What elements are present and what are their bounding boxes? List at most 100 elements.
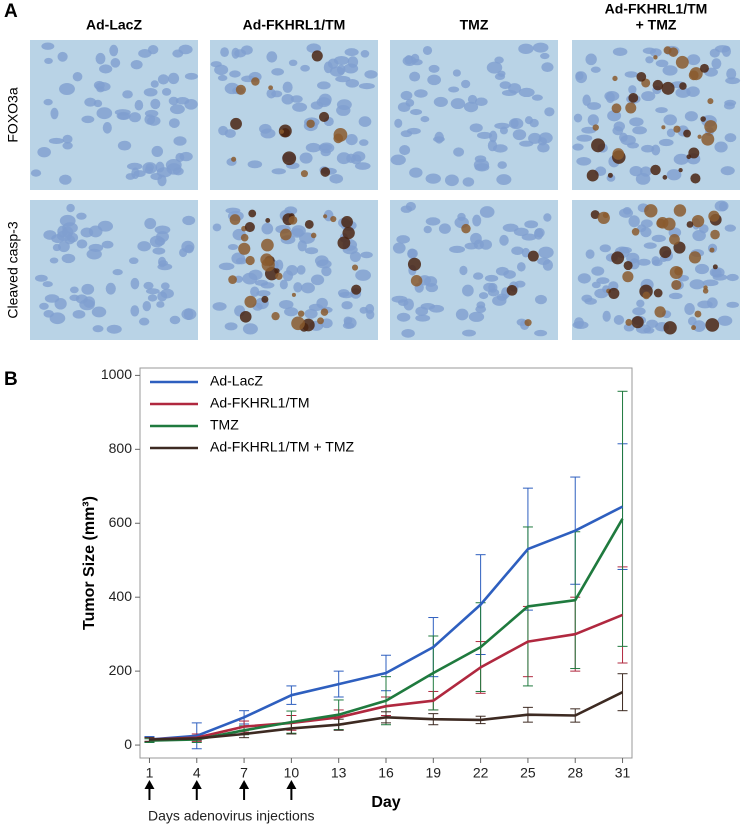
stain [602,212,609,219]
nucleus [316,297,328,309]
nucleus [354,162,371,170]
nucleus [261,222,274,235]
nucleus [434,131,444,144]
stain [712,264,718,270]
nucleus [414,89,428,98]
nucleus [278,299,294,310]
nucleus [624,71,638,78]
nucleus [724,224,736,232]
nucleus [492,295,507,306]
nucleus [360,251,373,259]
injection-arrowhead [239,780,250,789]
nucleus [619,246,632,254]
x-tick-label: 13 [331,765,347,781]
nucleus [655,107,668,114]
nucleus [541,62,554,73]
stain [628,92,639,103]
nucleus [247,160,263,169]
nucleus [467,94,478,104]
nucleus [168,72,180,85]
nucleus [512,129,527,141]
nucleus [304,247,319,255]
nucleus [394,118,403,128]
nucleus [577,273,591,284]
nucleus [76,239,88,249]
x-tick-label: 31 [615,765,631,781]
stain [611,103,622,114]
nucleus [254,279,269,286]
nucleus [585,53,597,66]
nucleus [220,47,229,58]
nucleus [169,104,185,115]
nucleus [544,107,555,117]
nucleus [72,72,83,82]
nucleus [329,173,344,184]
nucleus [399,144,411,156]
nucleus [425,173,441,184]
nucleus [242,323,258,335]
stain [323,214,328,219]
stain [691,325,696,331]
stain [686,221,694,228]
stain [612,148,625,160]
nucleus [474,97,488,107]
stain [238,242,251,255]
nucleus [69,286,79,294]
nucleus [76,212,87,220]
stain [317,317,324,325]
nucleus [503,270,516,279]
row-label: Cleaved casp-3 [5,221,21,318]
nucleus [641,144,655,153]
nucleus [590,66,601,73]
x-tick-label: 16 [378,765,394,781]
nucleus [613,315,625,325]
nucleus [613,121,625,132]
nucleus [585,249,595,259]
nucleus [475,305,487,314]
nucleus [655,59,669,68]
stain [663,321,677,335]
nucleus [234,49,247,58]
nucleus [449,245,466,254]
nucleus [341,301,353,310]
nucleus [455,308,469,321]
nucleus [584,297,597,305]
nucleus [404,55,413,65]
nucleus [628,215,640,228]
stain [235,84,246,95]
nucleus [697,300,713,309]
nucleus [422,45,433,56]
nucleus [599,244,611,253]
nucleus [643,327,655,334]
nucleus [637,258,651,266]
nucleus [461,79,471,89]
nucleus [41,42,55,50]
stain [652,79,664,91]
nucleus [651,144,661,156]
nucleus [645,56,654,64]
stain [608,287,620,299]
stain [320,308,329,316]
nucleus [723,102,735,110]
nucleus [66,203,75,213]
nucleus [499,234,509,246]
nucleus [711,58,722,70]
nucleus [126,162,143,170]
micrograph [30,40,198,190]
stain [279,129,285,134]
nucleus [110,58,121,68]
stain [304,220,314,229]
nucleus [623,323,635,332]
micrograph [210,200,378,340]
nucleus [42,281,53,288]
stain [410,275,423,287]
nucleus [156,231,170,243]
x-tick-label: 10 [284,765,300,781]
nucleus [179,151,193,162]
stain [527,250,539,262]
nucleus [143,87,158,97]
stain [703,285,708,290]
nucleus [122,90,133,99]
nucleus [687,316,697,326]
nucleus [296,265,306,275]
